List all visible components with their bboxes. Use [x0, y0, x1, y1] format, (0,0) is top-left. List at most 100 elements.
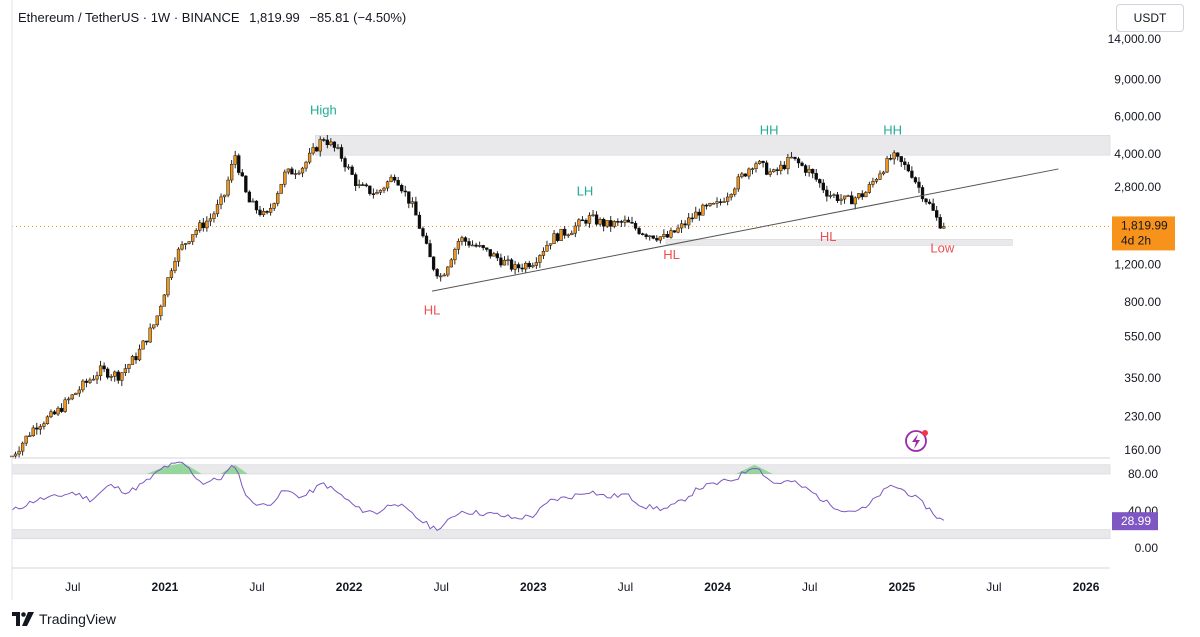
candle-body	[378, 189, 383, 193]
candle-body	[336, 147, 340, 149]
candle-body	[942, 226, 946, 229]
candle-body	[187, 241, 191, 244]
candle-body	[811, 168, 815, 174]
candle-body	[513, 264, 517, 270]
candle-body	[322, 139, 326, 141]
candle-body	[913, 177, 918, 183]
candle-body	[137, 348, 142, 361]
candle-body	[658, 236, 662, 241]
candle-body	[392, 176, 397, 181]
candle-body	[276, 193, 280, 204]
candle-body	[726, 196, 730, 202]
candle-body	[212, 213, 216, 219]
rsi-oversold-band	[11, 529, 1111, 540]
candle-body	[63, 399, 67, 412]
candle-body	[651, 235, 655, 239]
candle-body	[917, 181, 921, 188]
currency-button[interactable]: USDT	[1116, 4, 1184, 32]
candle-body	[584, 219, 588, 224]
candle-body	[24, 435, 28, 444]
candle-body	[417, 214, 422, 229]
candle-body	[541, 250, 546, 256]
candle-body	[846, 195, 850, 197]
candle-body	[524, 262, 528, 270]
candle-body	[35, 427, 39, 430]
candle-body	[28, 435, 32, 438]
candle-body	[364, 184, 368, 187]
candle-body	[385, 181, 390, 189]
candle-body	[354, 174, 358, 186]
candle-body	[548, 243, 553, 246]
time-axis-label: 2024	[704, 580, 731, 594]
candle-body	[407, 191, 411, 204]
candle-body	[867, 184, 872, 193]
candle-body	[130, 356, 135, 365]
candle-body	[927, 201, 932, 204]
symbol-title[interactable]: Ethereum / TetherUS · 1W · BINANCE	[18, 10, 240, 25]
candle-body	[361, 184, 365, 186]
candle-body	[747, 168, 751, 177]
trendline[interactable]	[431, 168, 1059, 292]
candle-body	[144, 340, 149, 343]
candle-body	[754, 163, 758, 169]
swing-label: HH	[883, 122, 902, 137]
candle-body	[708, 203, 712, 207]
time-axis-label: 2022	[336, 580, 363, 594]
candle-body	[261, 211, 266, 216]
candle-body	[240, 172, 244, 177]
lightning-icon[interactable]	[905, 430, 928, 452]
candle-body	[655, 238, 659, 241]
price-axis-label: 9,000.00	[1114, 72, 1161, 86]
candle-body	[453, 249, 457, 261]
candle-body	[162, 294, 166, 307]
brand-label: TradingView	[39, 611, 117, 627]
candle-body	[247, 191, 252, 203]
rsi-overbought-fill	[754, 464, 773, 474]
candle-body	[733, 188, 737, 195]
candle-body	[687, 217, 691, 226]
candle-body	[52, 411, 57, 415]
candle-body	[134, 356, 138, 361]
candle-body	[191, 234, 195, 242]
swing-label: HL	[424, 302, 441, 317]
candle-body	[888, 158, 893, 160]
candle-body	[279, 183, 283, 194]
candle-body	[194, 230, 198, 235]
candle-body	[283, 171, 287, 185]
candle-body	[722, 201, 726, 203]
price-axis-label: 350.00	[1124, 371, 1161, 385]
candle-body	[832, 194, 836, 196]
candle-body	[403, 190, 407, 193]
candle-body	[711, 203, 716, 205]
candle-body	[474, 244, 478, 247]
candle-body	[237, 155, 241, 173]
candle-body	[77, 389, 81, 394]
candle-body	[789, 156, 794, 159]
candle-body	[750, 168, 755, 170]
candle-body	[478, 245, 482, 247]
candle-body	[460, 237, 464, 242]
candle-body	[357, 184, 361, 186]
candle-body	[375, 192, 379, 195]
candle-body	[743, 173, 748, 177]
candle-body	[694, 211, 698, 219]
candle-body	[42, 423, 46, 427]
candle-body	[56, 407, 60, 415]
candle-body	[665, 234, 670, 238]
candle-body	[920, 187, 925, 200]
candle-body	[559, 228, 563, 241]
candle-body	[449, 259, 453, 268]
candle-body	[502, 259, 507, 266]
candle-body	[899, 156, 903, 163]
candle-body	[715, 201, 719, 204]
candle-body	[609, 220, 613, 227]
candle-body	[350, 166, 354, 175]
time-axis-label: Jul	[618, 580, 633, 594]
candle-body	[839, 198, 843, 201]
candle-body	[169, 270, 174, 278]
candle-body	[67, 398, 71, 401]
tradingview-logo[interactable]: TradingView	[12, 611, 116, 627]
candle-body	[258, 209, 262, 216]
candle-body	[159, 305, 163, 317]
